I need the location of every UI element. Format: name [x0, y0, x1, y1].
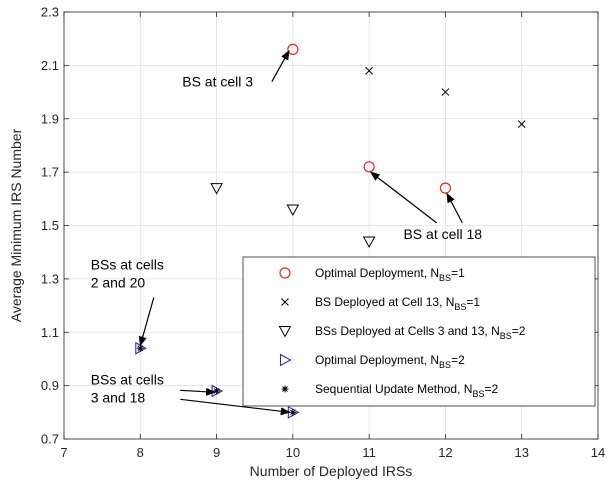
- annotation-arrow: [138, 297, 155, 347]
- y-tick-label: 0.9: [41, 378, 59, 393]
- annotation-arrow: [369, 171, 438, 224]
- data-point: [210, 183, 223, 195]
- marker-shape: [279, 353, 292, 367]
- legend-marker: [278, 326, 292, 338]
- legend-entry: Optimal Deployment, NBS=1: [279, 266, 465, 283]
- data-point: [136, 344, 144, 352]
- series-1: [287, 43, 452, 194]
- tick-labels: 7 8 9 10 11 12 13 14 0.7 0.9 1.1 1.3 1.5 1.7 1.9 2.1 2.3: [41, 5, 605, 461]
- data-point: [363, 161, 375, 173]
- data-point: [441, 88, 450, 96]
- plot-frame: [63, 11, 599, 440]
- legend-entry: BSs Deployed at Cells 3 and 13, NBS=2: [278, 324, 526, 341]
- legend-entry: Sequential Update Method, NBS=2: [281, 382, 498, 399]
- legend-marker: [279, 267, 291, 279]
- x-tick-label: 9: [213, 445, 220, 460]
- marker-shape: [281, 385, 289, 393]
- annotation: BSs at cells 3 and 18: [91, 371, 291, 416]
- annotation-text: BSs at cells: [91, 371, 164, 387]
- x-tick-label: 7: [60, 445, 67, 460]
- marker-shape: [289, 408, 297, 416]
- y-tick-label: 0.7: [41, 432, 59, 447]
- annotation-text: BSs at cells: [91, 257, 164, 273]
- legend-marker: [281, 385, 289, 393]
- y-tick-label: 2.1: [41, 58, 59, 73]
- legend-marker: [281, 298, 289, 306]
- annotation: BS at cell 18: [369, 171, 482, 242]
- data-points: [135, 43, 526, 419]
- y-tick-label: 2.3: [41, 5, 59, 20]
- data-point: [439, 182, 452, 194]
- series-2: [365, 66, 526, 128]
- annotation-arrow: [271, 49, 290, 83]
- annotation-text: 2 and 20: [91, 275, 146, 291]
- annotation-arrow: [180, 398, 291, 416]
- legend-entry: Optimal Deployment, NBS=2: [279, 353, 465, 370]
- y-tick-label: 1.5: [41, 218, 59, 233]
- annotation-text: 3 and 18: [91, 389, 146, 405]
- series-5: [136, 344, 297, 416]
- marker-shape: [213, 387, 221, 395]
- data-point: [289, 408, 297, 416]
- marker-shape: [365, 66, 373, 75]
- x-tick-label: 11: [362, 445, 376, 460]
- x-tick-label: 12: [438, 445, 452, 460]
- x-tick-label: 10: [286, 445, 300, 460]
- legend: Optimal Deployment, NBS=1 BS Deployed at …: [242, 256, 596, 407]
- data-point: [362, 236, 376, 249]
- data-point: [517, 120, 526, 128]
- marker-shape: [136, 344, 144, 352]
- annotation-arrow: [180, 387, 217, 396]
- marker-shape: [210, 183, 223, 195]
- series-3: [210, 183, 376, 249]
- annotations: BS at cell 3 BS at cell 18 BSs at cells 2 a…: [91, 49, 482, 416]
- y-tick-label: 1.9: [41, 111, 59, 126]
- annotation-text: BS at cell 3: [182, 74, 253, 90]
- x-tick-label: 8: [137, 445, 144, 460]
- marker-shape: [279, 267, 291, 279]
- data-point: [287, 43, 299, 55]
- legend-box: [242, 256, 596, 407]
- legend-label: Sequential Update Method, NBS=2: [315, 382, 498, 399]
- marker-shape: [441, 88, 450, 96]
- marker-shape: [286, 204, 300, 217]
- x-tick-label: 13: [514, 445, 528, 460]
- y-tick-label: 1.3: [41, 271, 59, 286]
- legend-entry: BS Deployed at Cell 13, NBS=1: [281, 295, 480, 312]
- marker-shape: [362, 236, 376, 249]
- marker-shape: [281, 298, 289, 306]
- marker-shape: [363, 161, 375, 173]
- legend-label: Optimal Deployment, NBS=2: [315, 353, 465, 370]
- marker-shape: [517, 120, 526, 128]
- y-tick-label: 1.7: [41, 165, 59, 180]
- x-tick-label: 14: [591, 445, 605, 460]
- legend-label: Optimal Deployment, NBS=1: [315, 266, 465, 283]
- annotation-arrow: [446, 192, 463, 224]
- legend-label: BS Deployed at Cell 13, NBS=1: [315, 295, 480, 312]
- y-tick-label: 1.1: [41, 325, 59, 340]
- annotation: BSs at cells 2 and 20: [91, 257, 164, 347]
- y-axis-label: Average Minimum IRS Number: [8, 128, 24, 322]
- data-point: [213, 387, 221, 395]
- legend-marker: [279, 353, 292, 367]
- annotation-text: BS at cell 18: [403, 226, 482, 242]
- annotation: BS at cell 3: [182, 49, 290, 90]
- marker-shape: [439, 182, 452, 194]
- data-point: [365, 66, 373, 75]
- data-point: [286, 204, 300, 217]
- marker-shape: [278, 326, 292, 338]
- legend-label: BSs Deployed at Cells 3 and 13, NBS=2: [315, 324, 526, 341]
- x-axis-label: Number of Deployed IRSs: [250, 463, 413, 479]
- marker-shape: [287, 43, 299, 55]
